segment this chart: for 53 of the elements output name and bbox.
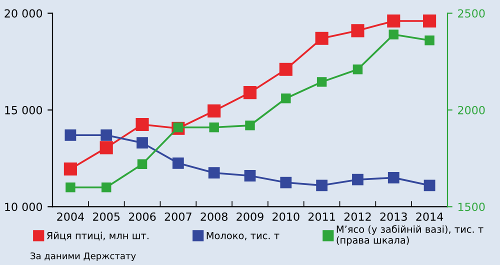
point [280, 176, 292, 188]
point [388, 30, 398, 40]
x-tick-label: 2007 [164, 212, 192, 221]
x-tick-label: 2005 [93, 212, 120, 221]
point [102, 182, 112, 192]
text: За даними Держстату [30, 252, 136, 262]
point [137, 159, 148, 170]
point [351, 24, 364, 38]
legend-label: М’ясо (у забійній вазі), тис. т (права шкала) [336, 225, 484, 246]
y2-tick-label: 2500 [458, 9, 485, 18]
x-tick-label: 2009 [236, 212, 264, 221]
point [208, 167, 220, 179]
point [208, 104, 221, 118]
point [352, 174, 364, 186]
x-tick-label: 2012 [344, 212, 371, 221]
point [136, 118, 149, 132]
point [209, 122, 219, 132]
point [64, 129, 76, 141]
point [136, 137, 148, 149]
x-tick-label: 2008 [200, 212, 228, 221]
y-tick-label: 15 000 [5, 106, 42, 114]
point [388, 172, 400, 184]
y2-tick-label: 1500 [458, 202, 485, 212]
x-tick-label: 2010 [272, 212, 300, 221]
x-tick-label: 2006 [128, 212, 156, 221]
point [243, 86, 257, 100]
point [423, 14, 436, 28]
point [64, 162, 77, 176]
y2-tick-label: 2000 [458, 106, 485, 114]
x-tick-label: 2013 [380, 212, 407, 221]
x-tick-label: 2011 [308, 212, 335, 221]
point [172, 157, 184, 169]
point [352, 64, 363, 74]
point [66, 182, 76, 192]
point [245, 120, 255, 130]
y-tick-label: 20 000 [4, 9, 42, 18]
point [316, 77, 327, 87]
x-tick-label: 2004 [57, 212, 84, 221]
point [244, 170, 256, 182]
point [387, 14, 400, 28]
y-tick-label: 10 000 [5, 202, 42, 212]
x-tick-label: 2014 [416, 212, 444, 221]
point [424, 35, 434, 46]
point [173, 122, 184, 132]
point [315, 32, 328, 45]
point [316, 180, 328, 192]
point [281, 94, 291, 104]
legend-label: Молоко, тис. т [206, 232, 280, 240]
point [100, 129, 112, 141]
legend-label: Яйця птиці, млн шт. [47, 232, 148, 240]
point [424, 180, 436, 192]
point [100, 141, 113, 154]
point [279, 62, 292, 76]
